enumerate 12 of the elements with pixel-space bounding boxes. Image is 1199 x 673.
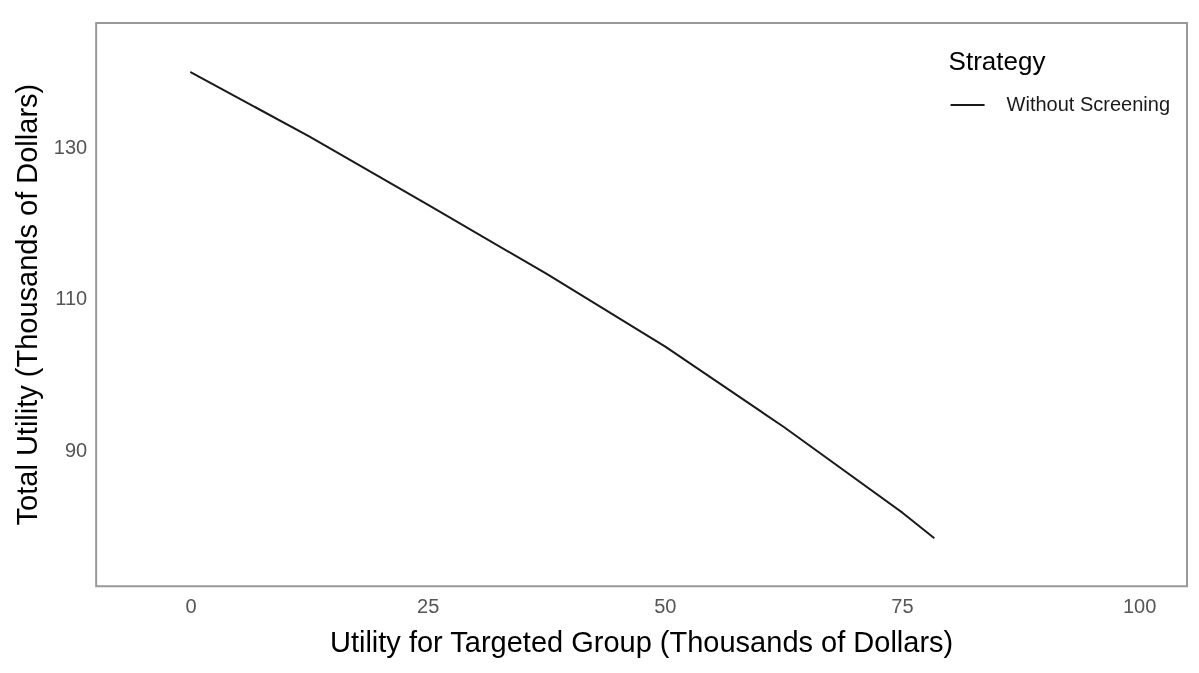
x-tick-label: 100 bbox=[1122, 594, 1157, 617]
y-axis-title: Total Utility (Thousands of Dollars) bbox=[11, 83, 44, 526]
y-tick-label: 90 bbox=[64, 438, 88, 461]
x-tick-label: 50 bbox=[654, 594, 677, 617]
y-tick-label: 130 bbox=[53, 135, 88, 158]
legend-label: Without Screening bbox=[1006, 92, 1170, 115]
x-tick-label: 25 bbox=[417, 594, 440, 617]
x-axis-title: Utility for Targeted Group (Thousands of Dollars) bbox=[329, 625, 954, 658]
legend-title: Strategy bbox=[948, 46, 1046, 77]
x-tick-label: 0 bbox=[185, 594, 197, 617]
y-tick-label: 110 bbox=[55, 287, 88, 310]
x-tick-label: 75 bbox=[891, 594, 914, 617]
